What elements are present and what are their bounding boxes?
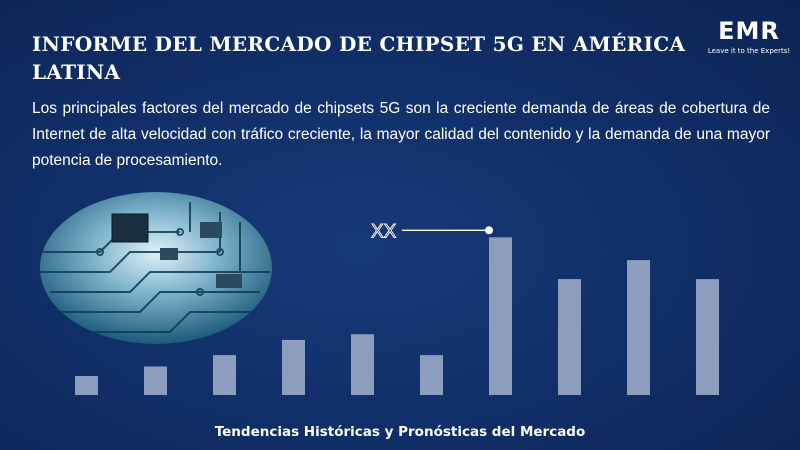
bar-3: [213, 355, 236, 395]
bar-10: [696, 279, 719, 395]
logo-tagline: Leave it to the Experts!: [707, 47, 791, 55]
chart-caption: Tendencias Históricas y Pronósticas del …: [214, 424, 586, 440]
bar-4: [282, 339, 305, 395]
annotation-label: XX: [371, 221, 397, 242]
bar-6: [420, 355, 443, 395]
bar-5: [351, 334, 374, 395]
circuit-board-image: [40, 192, 272, 344]
bar-9: [627, 260, 650, 395]
bar-7: [489, 237, 512, 395]
annotation-dot: [485, 226, 493, 235]
page-title: INFORME DEL MERCADO DE CHIPSET 5G EN AMÉ…: [32, 32, 686, 84]
bar-1: [75, 376, 98, 395]
emr-logo-icon: EMR: [718, 17, 780, 45]
bars-layer: [75, 237, 719, 395]
bar-2: [144, 366, 167, 395]
emr-logo[interactable]: EMR Leave it to the Experts!: [706, 16, 792, 60]
description-text: Los principales factores del mercado de …: [32, 100, 770, 169]
bar-8: [558, 279, 581, 395]
annotation-layer: XX: [371, 221, 493, 243]
